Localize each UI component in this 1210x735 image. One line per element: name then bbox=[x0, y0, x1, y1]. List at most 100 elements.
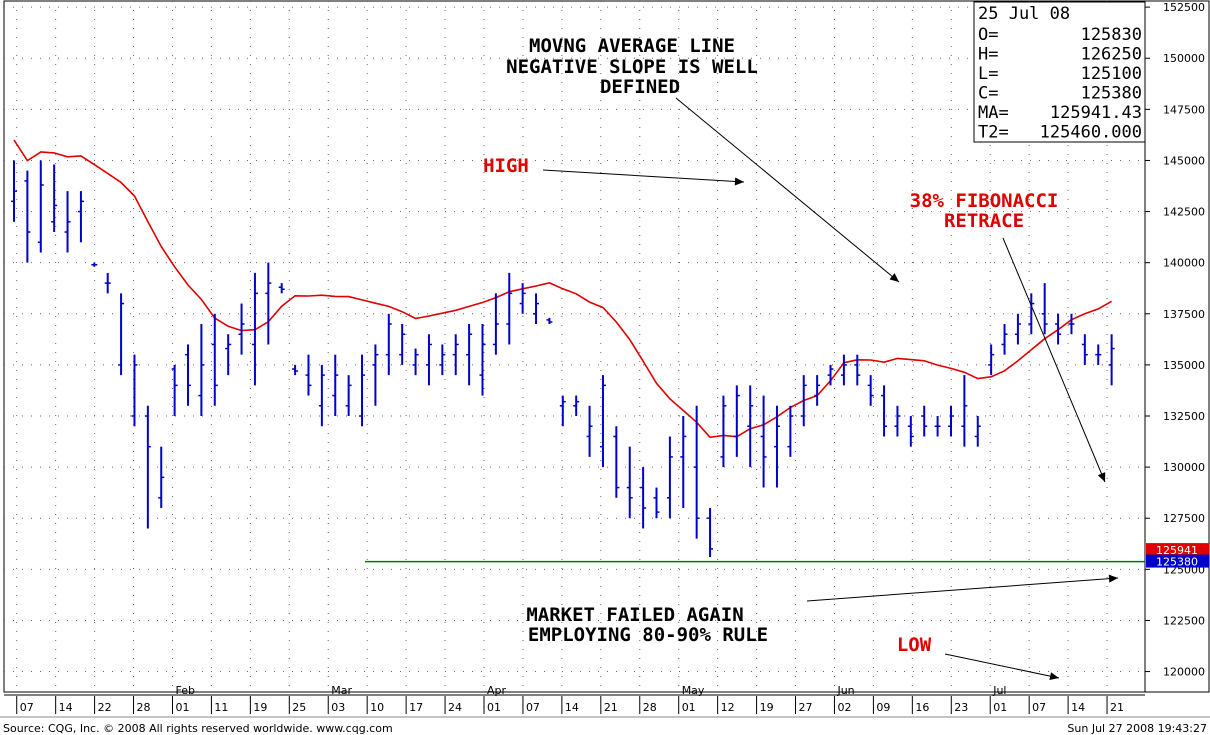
x-tick-label: 24 bbox=[448, 701, 462, 714]
ohlc-bar bbox=[881, 385, 888, 437]
ohlc-bar bbox=[238, 303, 245, 355]
y-tick-label: 137500 bbox=[1163, 308, 1205, 321]
ohlc-bar bbox=[894, 405, 901, 437]
ohlc-bar bbox=[626, 446, 633, 519]
ohlc-bar bbox=[305, 354, 312, 396]
x-tick-label: 07 bbox=[20, 701, 34, 714]
annotation-arrows bbox=[542, 97, 1119, 681]
ohlc-bar bbox=[1041, 283, 1048, 335]
ohlc-bar bbox=[760, 395, 767, 488]
ohlc-bar bbox=[1068, 313, 1075, 335]
svg-text:125941: 125941 bbox=[1156, 544, 1198, 557]
ohlc-bar bbox=[51, 164, 58, 233]
ohlc-bar bbox=[372, 344, 379, 406]
x-tick-label: 14 bbox=[1071, 701, 1085, 714]
ohlc-bar bbox=[11, 160, 17, 222]
ohlc-bar bbox=[867, 375, 874, 406]
x-tick-label: 02 bbox=[837, 701, 851, 714]
ohlc-bar bbox=[680, 416, 687, 509]
ohlc-bar bbox=[466, 324, 473, 386]
month-label: Feb bbox=[175, 684, 194, 697]
x-tick-label: 01 bbox=[175, 701, 189, 714]
ohlc-bar bbox=[934, 416, 941, 437]
ohlc-bar bbox=[77, 191, 84, 243]
ohlc-bar bbox=[559, 395, 566, 427]
month-label: Apr bbox=[487, 684, 507, 697]
y-tick-label: 145000 bbox=[1163, 154, 1205, 167]
y-tick-label: 147500 bbox=[1163, 103, 1205, 116]
y-tick-label: 140000 bbox=[1163, 257, 1205, 270]
month-label: May bbox=[682, 684, 705, 697]
annotation-high: HIGH bbox=[483, 155, 529, 177]
ohlc-bar bbox=[318, 364, 325, 427]
x-tick-label: 23 bbox=[954, 701, 968, 714]
x-tick-label: 16 bbox=[915, 701, 929, 714]
y-tick-label: 130000 bbox=[1163, 461, 1205, 474]
ohlc-bar bbox=[787, 405, 794, 457]
ohlc-bar bbox=[666, 436, 673, 519]
arrow-fib-head bbox=[1097, 472, 1106, 482]
annotation-fib-line2: RETRACE bbox=[944, 210, 1024, 232]
moving-average-layer bbox=[13, 139, 1112, 439]
ohlc-bar bbox=[104, 272, 111, 294]
info-value: 126250 bbox=[1081, 45, 1142, 65]
arrow-low-head bbox=[1049, 672, 1059, 681]
info-key: O= bbox=[978, 25, 998, 45]
arrow-failed bbox=[806, 577, 1119, 602]
x-tick-label: 25 bbox=[292, 701, 306, 714]
annotation-ma-line1: MOVNG AVERAGE LINE bbox=[529, 35, 735, 57]
ohlc-bar bbox=[211, 313, 218, 406]
info-value: 125460.000 bbox=[1040, 123, 1142, 143]
ohlc-bar bbox=[854, 354, 861, 386]
ohlc-bar bbox=[693, 405, 700, 539]
ohlc-bar bbox=[359, 354, 366, 427]
ohlc-bar bbox=[399, 324, 406, 365]
annotation-ma-line2: NEGATIVE SLOPE IS WELL bbox=[506, 56, 758, 78]
x-tick-label: 28 bbox=[643, 701, 657, 714]
footer-source: Source: CQG, Inc. © 2008 All rights rese… bbox=[3, 722, 393, 735]
info-value: 125100 bbox=[1081, 64, 1142, 84]
ohlc-bar bbox=[37, 160, 44, 253]
x-tick-label: 01 bbox=[487, 701, 501, 714]
arrow-failed-head bbox=[1108, 574, 1118, 583]
x-tick-label: 09 bbox=[876, 701, 890, 714]
month-label: Jun bbox=[836, 684, 854, 697]
arrow-high-head bbox=[734, 177, 744, 186]
arrow-high bbox=[542, 169, 745, 183]
ohlc-bar bbox=[1055, 313, 1062, 345]
y-tick-label: 127500 bbox=[1163, 512, 1205, 525]
ohlc-bar bbox=[599, 375, 606, 468]
ohlc-bar bbox=[479, 324, 486, 396]
ohlc-bar bbox=[412, 348, 419, 376]
ohlc-bar bbox=[720, 395, 727, 468]
x-tick-label: 01 bbox=[993, 701, 1007, 714]
svg-text:125380: 125380 bbox=[1156, 556, 1198, 569]
ohlc-bar bbox=[225, 334, 232, 376]
ohlc-bar bbox=[707, 508, 714, 558]
ohlc-bar bbox=[492, 293, 499, 355]
info-key: T2= bbox=[978, 123, 1009, 143]
ohlc-bar bbox=[1028, 293, 1035, 335]
ohlc-bar bbox=[733, 385, 740, 457]
annotation-ma-line3: DEFINED bbox=[600, 76, 680, 98]
annotation-fib-line1: 38% FIBONACCI bbox=[910, 190, 1059, 212]
ohlc-bar bbox=[292, 364, 299, 376]
arrow-ma-head bbox=[889, 273, 899, 282]
ohlc-info-box: 25 Jul 08 O= 125830 H= 126250 L= 125100 C= 1253… bbox=[973, 1, 1146, 143]
ohlc-bar bbox=[921, 405, 928, 437]
x-tick-label: 07 bbox=[526, 701, 540, 714]
ohlc-bar bbox=[185, 344, 192, 406]
x-tick-label: 19 bbox=[760, 701, 774, 714]
ohlc-bar bbox=[814, 375, 821, 406]
arrow-low bbox=[944, 653, 1060, 679]
x-tick-label: 17 bbox=[409, 701, 423, 714]
arrow-fib bbox=[1002, 237, 1106, 483]
x-tick-label: 10 bbox=[370, 701, 384, 714]
ohlc-bar bbox=[171, 364, 178, 417]
ohlc-bar bbox=[573, 395, 580, 417]
ohlc-bar bbox=[452, 334, 459, 376]
ohlc-bar bbox=[613, 426, 620, 498]
ohlc-bar bbox=[840, 354, 847, 386]
ohlc-bar bbox=[385, 313, 392, 376]
